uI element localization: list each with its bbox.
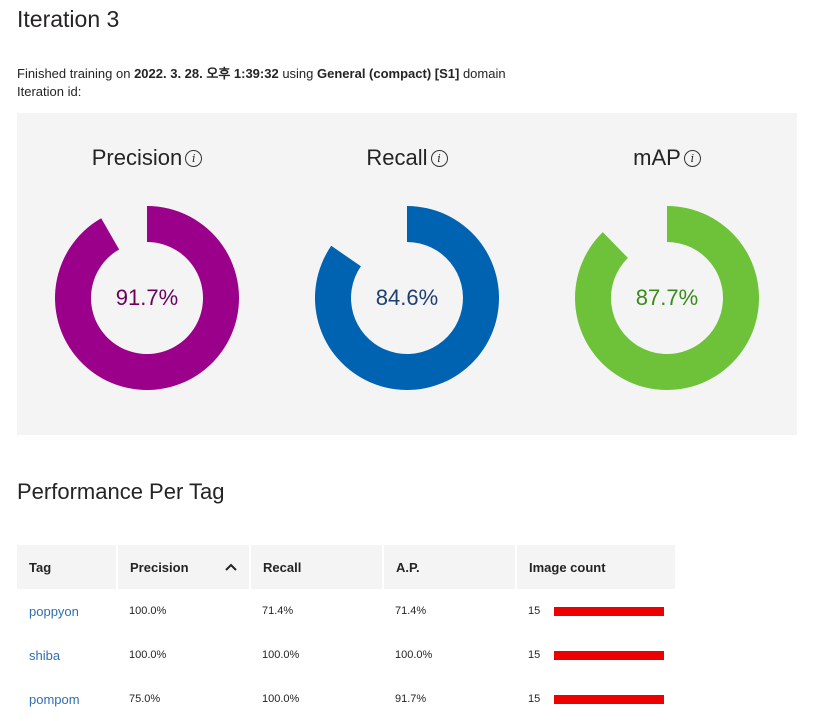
precision-value: 91.7%	[115, 285, 179, 310]
recall-cell: 71.4%	[262, 605, 294, 617]
iteration-id-label: Iteration id:	[17, 84, 82, 99]
map-metric: mAP i 87.7%	[567, 113, 767, 435]
map-value: 87.7%	[635, 285, 699, 310]
info-icon[interactable]: i	[430, 149, 448, 167]
using-text: using	[278, 66, 318, 81]
finished-date: 2022. 3. 28. 오후 1:39:32	[134, 66, 279, 81]
precision-metric: Precision i 91.7%	[47, 113, 247, 435]
image-count-cell: 15	[516, 589, 676, 633]
image-count-value: 15	[528, 649, 541, 661]
metrics-panel: Precision i 91.7% Recall i 84.6% mAP i 87.7…	[17, 113, 797, 435]
column-header-image-count[interactable]: Image count	[516, 545, 678, 589]
tag-link[interactable]: pompom	[29, 691, 80, 707]
info-icon[interactable]: i	[683, 149, 701, 167]
precision-label: Precision	[91, 145, 183, 170]
map-arc	[575, 206, 759, 390]
table-header-row: Tag Precision Recall A.P. Image count	[17, 545, 678, 589]
table-row: shiba 100.0% 100.0% 100.0% 15	[17, 633, 676, 677]
table-row: pompom 75.0% 100.0% 91.7% 15	[17, 677, 676, 721]
ap-cell: 91.7%	[395, 693, 427, 705]
map-label: mAP	[633, 145, 681, 170]
precision-cell: 100.0%	[129, 605, 167, 617]
recall-donut	[315, 206, 499, 390]
precision-cell: 100.0%	[129, 649, 167, 661]
tag-link[interactable]: shiba	[29, 647, 61, 663]
finished-training-line: Finished training on 2022. 3. 28. 오후 1:3…	[17, 65, 506, 83]
column-header-recall[interactable]: Recall	[250, 545, 384, 589]
image-count-value: 15	[528, 605, 541, 617]
table-row: poppyon 100.0% 71.4% 71.4% 15	[17, 589, 676, 633]
image-count-bar	[554, 694, 665, 704]
recall-value: 84.6%	[375, 285, 439, 310]
precision-donut	[55, 206, 239, 390]
image-count-bar	[554, 606, 665, 616]
tag-link[interactable]: poppyon	[29, 603, 79, 619]
recall-metric: Recall i 84.6%	[307, 113, 507, 435]
domain-suffix: domain	[459, 66, 506, 81]
recall-arc	[315, 206, 499, 390]
recall-cell: 100.0%	[262, 649, 300, 661]
performance-per-tag-title: Performance Per Tag	[17, 479, 225, 504]
recall-label: Recall	[366, 145, 428, 170]
training-info: Finished training on 2022. 3. 28. 오후 1:3…	[17, 65, 506, 101]
column-header-tag[interactable]: Tag	[17, 545, 118, 589]
precision-arc	[55, 206, 239, 390]
image-count-value: 15	[528, 693, 541, 705]
ap-cell: 100.0%	[395, 649, 433, 661]
domain-name: General (compact) [S1]	[317, 66, 460, 81]
map-donut	[575, 206, 759, 390]
column-header-ap[interactable]: A.P.	[383, 545, 517, 589]
column-header-precision[interactable]: Precision	[117, 545, 251, 589]
performance-table: Tag Precision Recall A.P. Image count po…	[17, 545, 678, 721]
image-count-cell: 15	[516, 633, 676, 677]
image-count-bar	[554, 650, 665, 660]
page-title: Iteration 3	[17, 6, 120, 32]
finished-prefix: Finished training on	[17, 66, 135, 81]
ap-cell: 71.4%	[395, 605, 427, 617]
info-icon[interactable]: i	[185, 149, 203, 167]
recall-cell: 100.0%	[262, 693, 300, 705]
precision-cell: 75.0%	[129, 693, 161, 705]
image-count-cell: 15	[516, 677, 676, 721]
column-header-precision-label: Precision	[130, 559, 189, 575]
chevron-up-icon[interactable]	[225, 560, 237, 574]
